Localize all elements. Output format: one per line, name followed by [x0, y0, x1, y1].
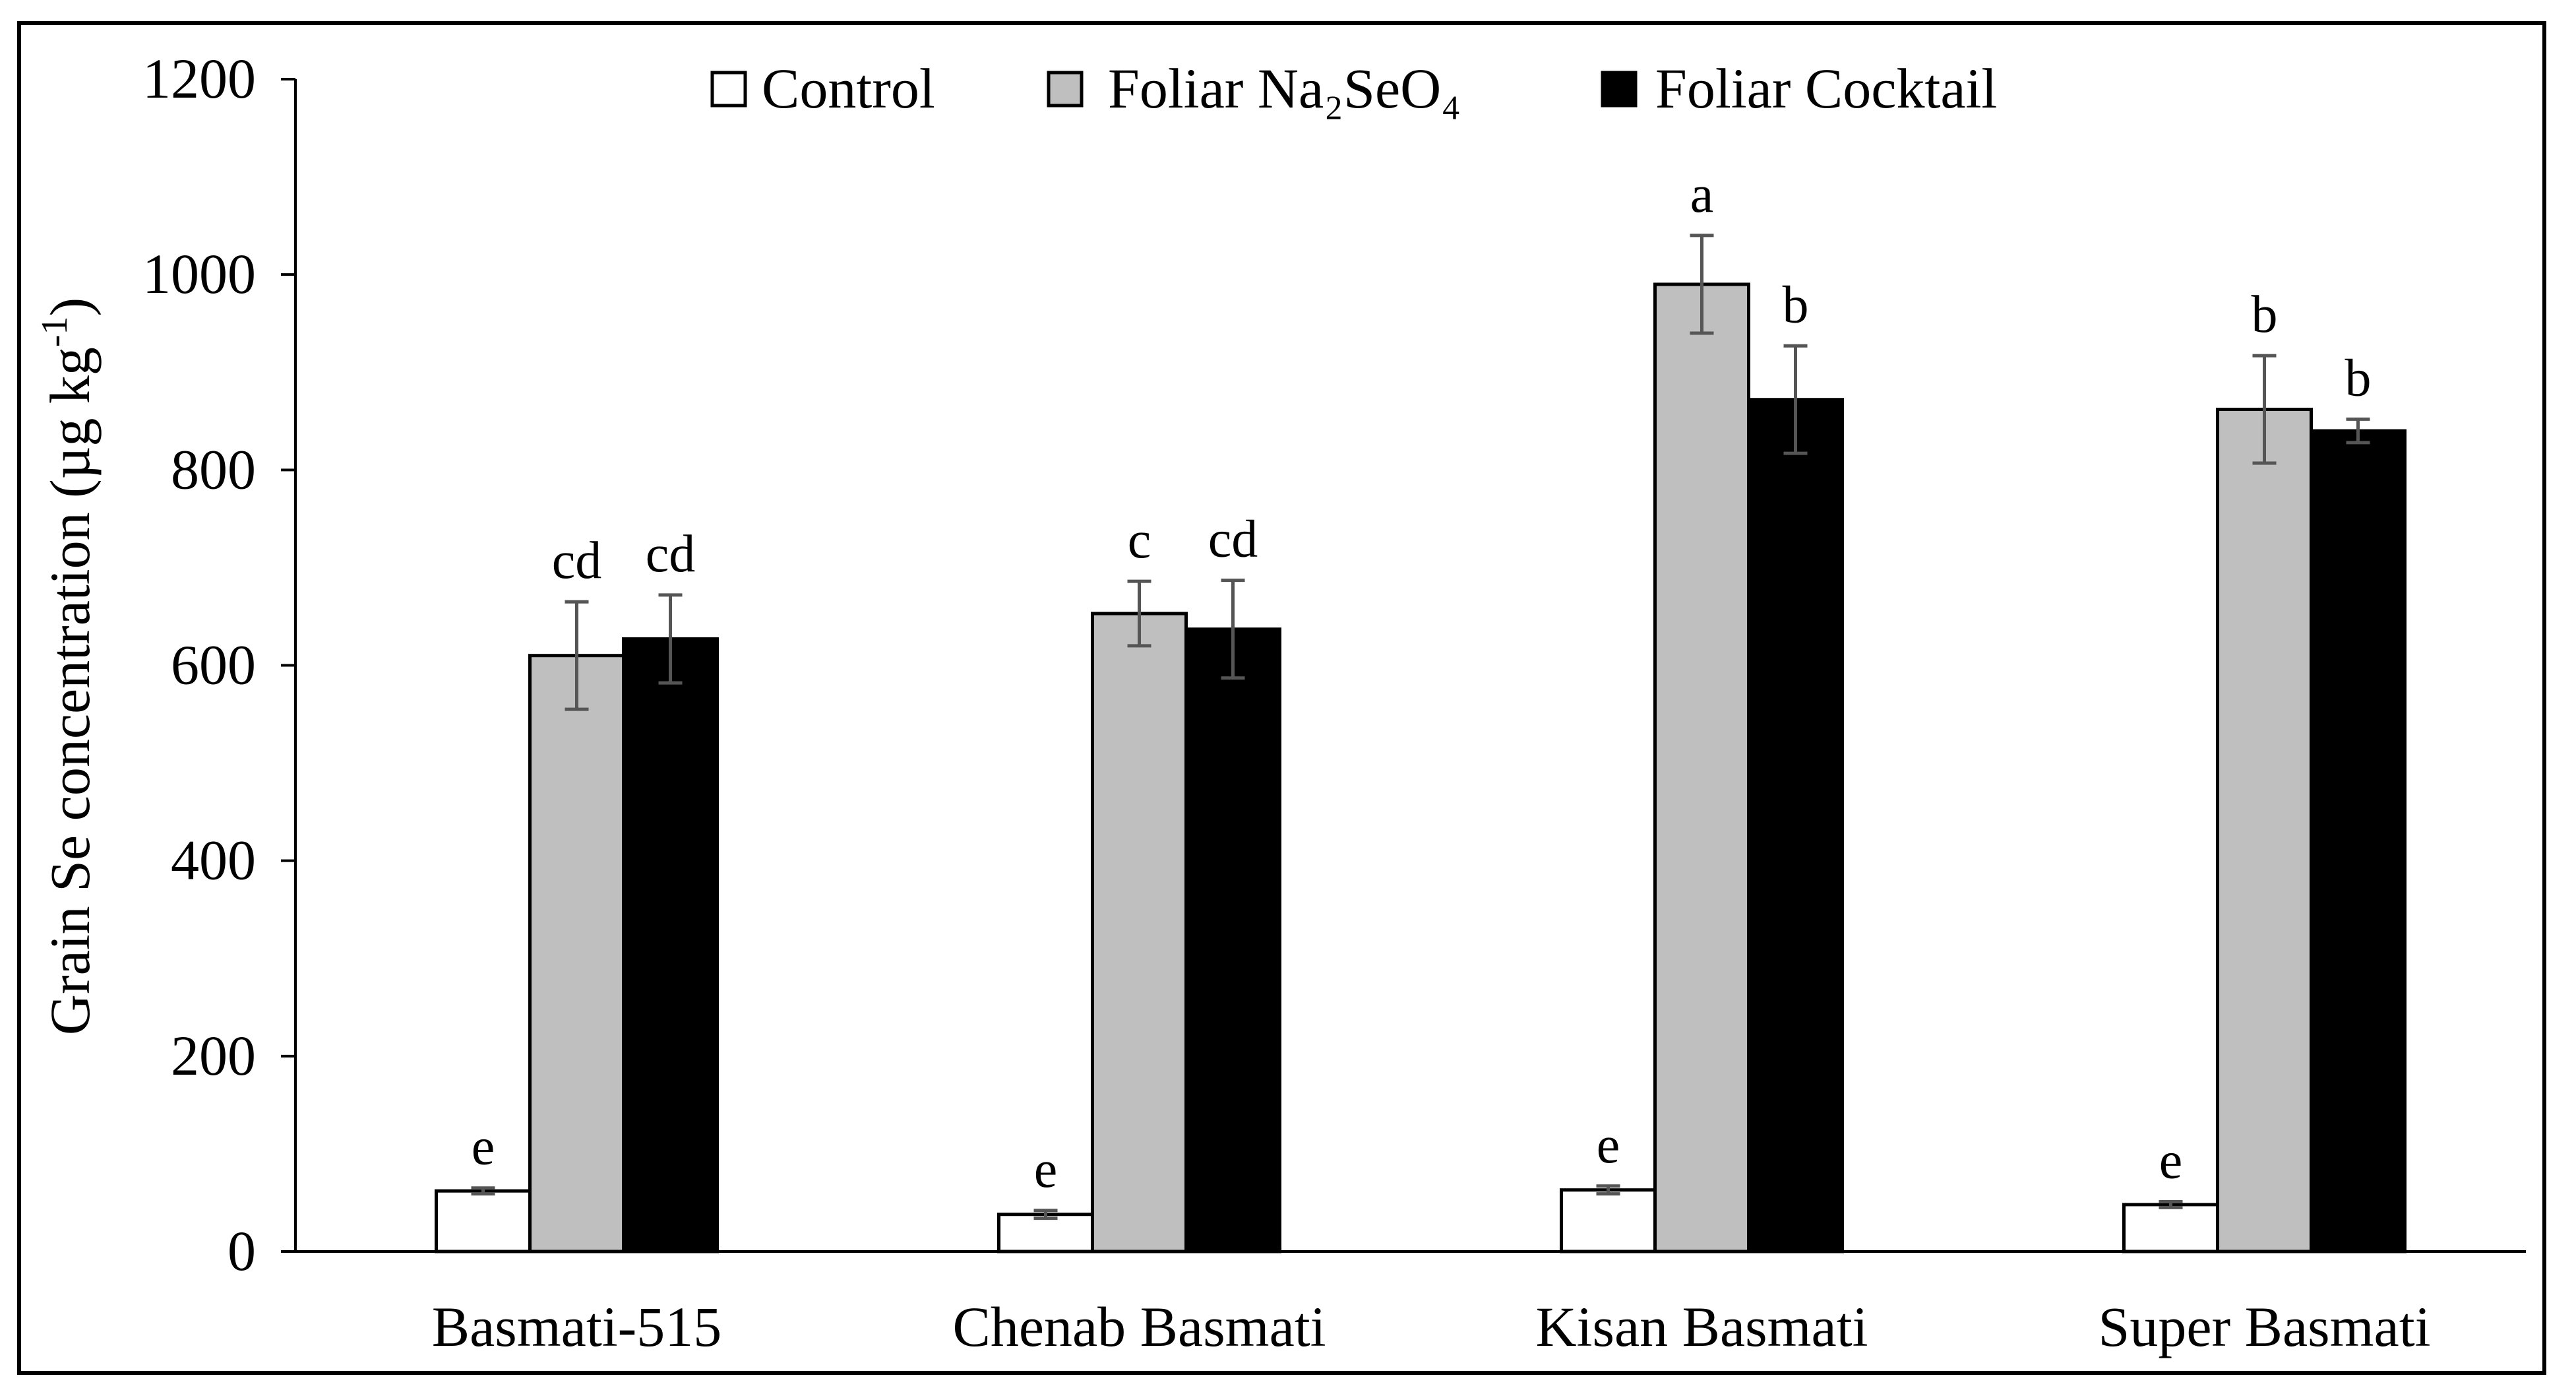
significance-letter: b	[2345, 349, 2372, 407]
bar-foliar-na-seo-	[1091, 612, 1188, 1253]
bar-control	[1560, 1188, 1657, 1253]
significance-letter: b	[2252, 286, 2278, 344]
significance-letter: cd	[646, 525, 696, 583]
significance-letter: a	[1690, 166, 1714, 224]
y-tick-label: 600	[171, 633, 256, 697]
bar-foliar-cocktail	[1747, 398, 1844, 1253]
x-category-label: Basmati-515	[432, 1295, 722, 1358]
y-tick-label: 1200	[142, 47, 256, 110]
y-axis-title: Grain Se concentration (µg kg-1)	[34, 298, 102, 1035]
bar-foliar-cocktail	[2310, 429, 2407, 1253]
significance-letter: cd	[552, 532, 602, 590]
significance-letter: e	[1597, 1116, 1620, 1174]
bar-foliar-na-seo-	[528, 654, 625, 1253]
y-tick-label: 0	[228, 1219, 256, 1283]
x-category-label: Chenab Basmati	[952, 1295, 1326, 1358]
significance-letter: b	[1783, 276, 1809, 334]
y-tick-label: 800	[171, 437, 256, 501]
bar-control	[2122, 1203, 2219, 1253]
bar-foliar-cocktail	[622, 637, 719, 1253]
bar-control	[435, 1189, 532, 1253]
significance-letter: e	[2159, 1131, 2183, 1189]
x-category-label: Super Basmati	[2099, 1295, 2431, 1358]
significance-letter: cd	[1208, 511, 1258, 569]
y-tick-label: 200	[171, 1024, 256, 1087]
y-tick-label: 400	[171, 829, 256, 892]
y-tick-label: 1000	[142, 242, 256, 305]
legend-swatch	[710, 71, 747, 108]
legend-label: Foliar Cocktail	[1655, 57, 1997, 120]
chart-frame	[17, 21, 2546, 1375]
legend-swatch	[1047, 71, 1084, 108]
bar-foliar-na-seo-	[2216, 408, 2313, 1253]
x-category-label: Kisan Basmati	[1536, 1295, 1868, 1358]
legend-swatch	[1601, 71, 1638, 108]
legend-label: Control	[762, 57, 935, 120]
significance-letter: e	[472, 1118, 495, 1176]
legend-label: Foliar Na₂SeO₄	[1108, 57, 1461, 120]
bar-foliar-na-seo-	[1653, 282, 1750, 1253]
significance-letter: e	[1034, 1141, 1058, 1199]
significance-letter: c	[1128, 511, 1151, 569]
bar-foliar-cocktail	[1184, 627, 1281, 1253]
bar-control	[997, 1213, 1094, 1253]
